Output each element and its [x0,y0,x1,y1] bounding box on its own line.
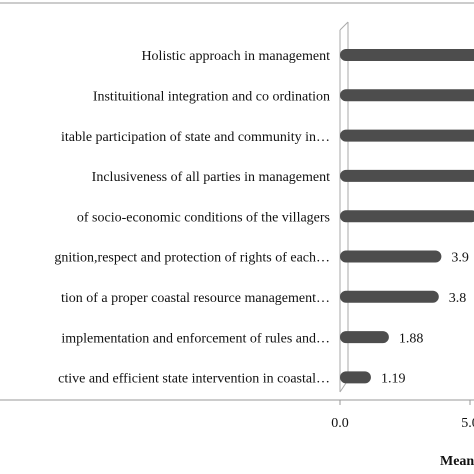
category-label: implementation and enforcement of rules … [61,331,330,346]
x-tick-label: 5.0 [461,416,474,431]
x-tick-label: 0.0 [331,416,349,431]
bar [340,89,474,102]
category-label: Holistic approach in management [141,49,330,64]
bar [340,250,442,263]
bar [340,210,474,223]
plot-frame [0,2,474,401]
bar [340,371,371,384]
value-label: 1.19 [381,372,406,387]
bar [340,169,474,182]
bar [340,49,474,61]
bar [340,331,389,344]
value-label: 3.9 [451,251,469,266]
category-label: Inclusiveness of all parties in manageme… [92,170,330,185]
category-label: itable participation of state and commun… [61,130,330,145]
bar [340,290,439,303]
value-label: 3.8 [449,291,467,306]
category-label: ctive and efficient state intervention i… [58,372,330,387]
category-label: of socio-economic conditions of the vill… [77,210,330,225]
category-label: gnition,respect and protection of rights… [54,251,330,266]
category-label: Instituitional integration and co ordina… [93,90,330,105]
category-label: tion of a proper coastal resource manage… [61,291,330,306]
wall-edge [339,21,349,31]
bar [340,129,474,142]
value-label: 1.88 [399,331,424,346]
x-axis-title: Mean [440,454,474,469]
